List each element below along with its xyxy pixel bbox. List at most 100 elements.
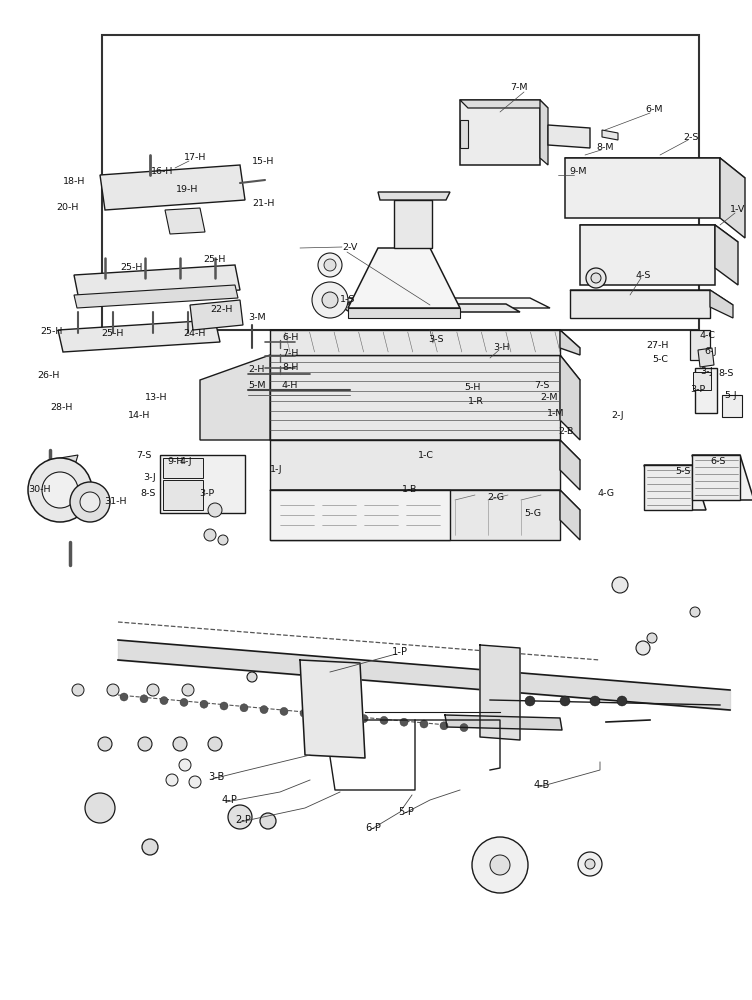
Text: 3-J: 3-J [143, 474, 156, 483]
Text: 24-H: 24-H [183, 330, 205, 338]
Circle shape [107, 684, 119, 696]
Polygon shape [270, 440, 560, 490]
Text: 4-J: 4-J [180, 458, 193, 466]
Circle shape [380, 716, 388, 724]
Circle shape [585, 859, 595, 869]
Circle shape [208, 737, 222, 751]
Text: 25-H: 25-H [203, 255, 226, 264]
Text: 16-H: 16-H [151, 167, 174, 176]
Text: 6-H: 6-H [282, 334, 299, 342]
Text: 22-H: 22-H [210, 306, 232, 314]
Circle shape [318, 253, 342, 277]
Polygon shape [480, 645, 520, 740]
Circle shape [617, 696, 627, 706]
Circle shape [260, 813, 276, 829]
Circle shape [70, 482, 110, 522]
Polygon shape [548, 125, 590, 148]
Polygon shape [644, 465, 706, 510]
Polygon shape [348, 248, 460, 308]
Circle shape [189, 776, 201, 788]
Circle shape [28, 458, 92, 522]
Circle shape [228, 805, 252, 829]
Text: 31-H: 31-H [104, 497, 126, 506]
Polygon shape [560, 440, 580, 490]
Polygon shape [190, 300, 243, 330]
Polygon shape [580, 225, 715, 285]
Circle shape [204, 529, 216, 541]
Text: 2-M: 2-M [540, 393, 557, 402]
Polygon shape [74, 265, 240, 300]
Text: 27-H: 27-H [646, 342, 669, 351]
Text: 28-H: 28-H [50, 403, 72, 412]
Circle shape [690, 607, 700, 617]
Circle shape [312, 282, 348, 318]
Circle shape [320, 711, 328, 719]
Polygon shape [565, 158, 745, 178]
Polygon shape [270, 330, 580, 348]
Polygon shape [270, 355, 580, 380]
Text: 1-R: 1-R [468, 397, 484, 406]
Polygon shape [100, 165, 245, 210]
Bar [163, 458, 203, 478]
Text: 1-P: 1-P [392, 647, 408, 657]
Bar [722, 395, 742, 417]
Text: 1-J: 1-J [270, 466, 283, 475]
Polygon shape [692, 455, 752, 500]
Polygon shape [445, 715, 562, 730]
Circle shape [360, 715, 368, 723]
Text: 2-V: 2-V [342, 243, 357, 252]
Circle shape [72, 684, 84, 696]
Text: 1-S: 1-S [340, 296, 356, 304]
Circle shape [590, 696, 600, 706]
Polygon shape [58, 320, 220, 352]
Circle shape [180, 698, 188, 706]
Text: 5-P: 5-P [398, 807, 414, 817]
Text: 21-H: 21-H [252, 200, 274, 209]
Text: 25-H: 25-H [40, 328, 62, 336]
Polygon shape [200, 355, 270, 440]
Polygon shape [165, 208, 205, 234]
Text: 2-J: 2-J [611, 412, 623, 420]
Text: 25-H: 25-H [120, 263, 142, 272]
Polygon shape [698, 348, 714, 367]
Text: 8-S: 8-S [140, 489, 156, 498]
Polygon shape [570, 290, 710, 318]
Bar [320, 495, 358, 535]
Bar [693, 372, 711, 390]
Bar [163, 480, 203, 510]
Circle shape [591, 273, 601, 283]
Circle shape [260, 706, 268, 714]
Text: 2-S: 2-S [683, 133, 699, 142]
Text: 1-B: 1-B [402, 486, 417, 494]
Polygon shape [270, 355, 560, 440]
Text: 17-H: 17-H [184, 153, 206, 162]
Text: 6-S: 6-S [710, 458, 726, 466]
Polygon shape [460, 120, 468, 148]
Circle shape [138, 737, 152, 751]
Text: 6-P: 6-P [365, 823, 381, 833]
Text: 2-G: 2-G [487, 492, 504, 502]
Circle shape [160, 697, 168, 705]
Polygon shape [394, 200, 432, 248]
Bar [102, 35, 699, 330]
Text: 26-H: 26-H [37, 371, 59, 380]
Text: 7-M: 7-M [510, 84, 527, 93]
Text: 3-P: 3-P [690, 385, 705, 394]
Text: 3-S: 3-S [428, 336, 444, 344]
Text: 5-G: 5-G [524, 508, 541, 518]
Circle shape [140, 695, 148, 703]
Text: 5-C: 5-C [652, 356, 668, 364]
Circle shape [218, 535, 228, 545]
Circle shape [420, 720, 428, 728]
Polygon shape [270, 490, 450, 540]
Text: 4-B: 4-B [534, 780, 550, 790]
Circle shape [179, 759, 191, 771]
Polygon shape [378, 192, 450, 200]
Polygon shape [336, 304, 520, 312]
Polygon shape [340, 298, 550, 308]
Bar [695, 368, 717, 413]
Text: 15-H: 15-H [252, 157, 274, 166]
Text: 7-S: 7-S [534, 380, 550, 389]
Polygon shape [692, 455, 740, 500]
Circle shape [182, 684, 194, 696]
